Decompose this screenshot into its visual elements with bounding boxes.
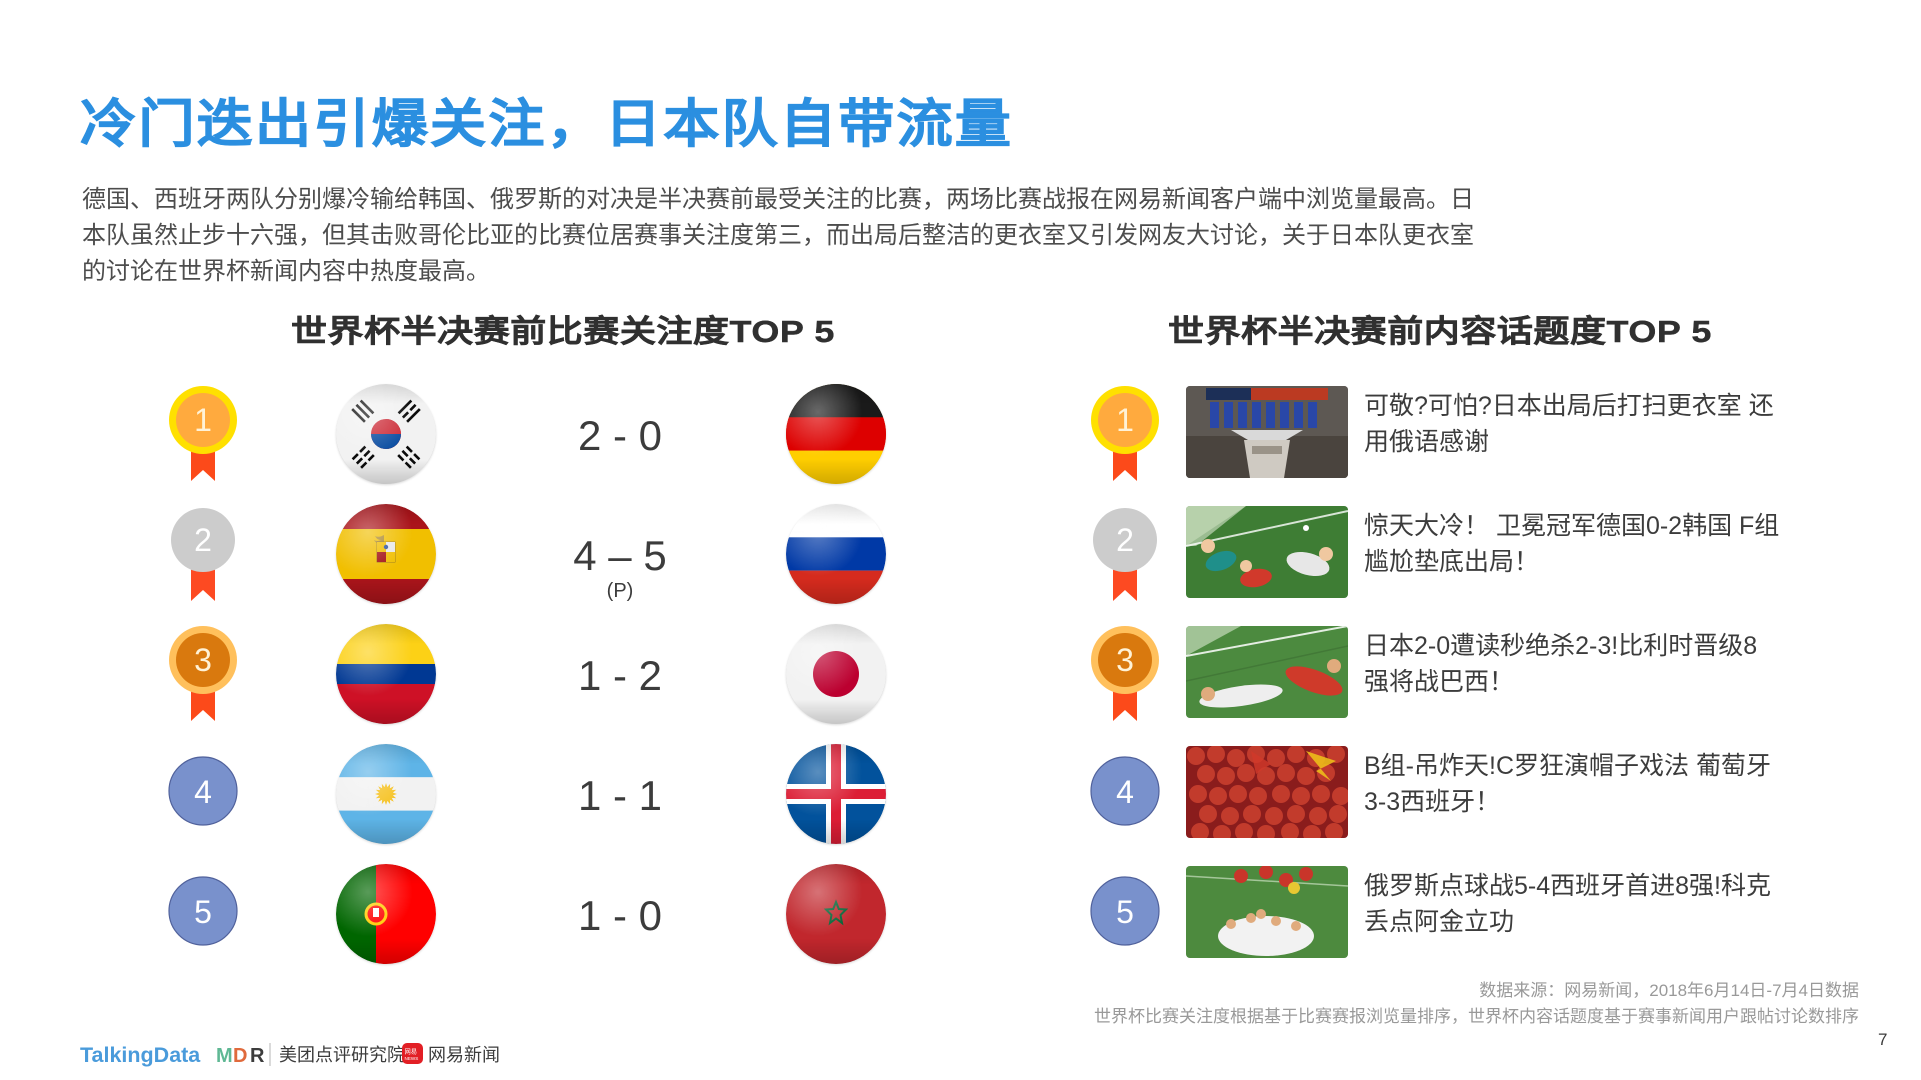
svg-text:R: R [250,1045,265,1067]
svg-text:美团点评研究院: 美团点评研究院 [279,1045,405,1065]
svg-text:2: 2 [1116,522,1134,558]
svg-text:网易: 网易 [405,1048,418,1056]
svg-text:1: 1 [1116,402,1134,438]
svg-text:2: 2 [194,522,212,558]
svg-text:5: 5 [194,894,212,930]
svg-text:D: D [233,1045,247,1067]
svg-text:网易新闻: 网易新闻 [428,1045,500,1065]
svg-text:TalkingData: TalkingData [80,1043,201,1067]
svg-text:5: 5 [1116,894,1134,930]
svg-text:M: M [216,1045,233,1067]
svg-text:3: 3 [194,642,212,678]
svg-text:NEWS: NEWS [405,1056,419,1061]
svg-text:1: 1 [194,402,212,438]
svg-text:3: 3 [1116,642,1134,678]
svg-text:4: 4 [1116,774,1134,810]
svg-text:4: 4 [194,774,212,810]
